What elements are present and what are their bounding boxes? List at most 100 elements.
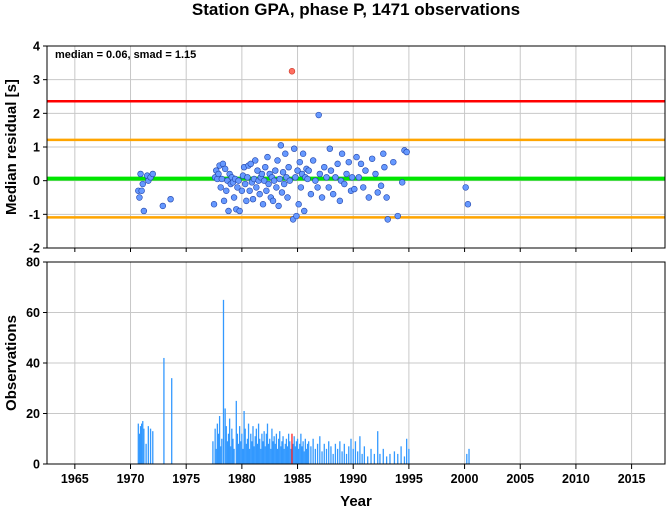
residual-point	[256, 190, 263, 198]
residual-point	[291, 145, 298, 152]
residual-point	[384, 216, 391, 223]
residual-point	[360, 184, 367, 191]
median-smad-annotation: median = 0.06, smad = 1.15	[55, 49, 196, 61]
residual-point	[394, 212, 401, 220]
x-tick-label: 2010	[562, 472, 590, 486]
residual-point	[236, 207, 243, 215]
x-tick-label: 1990	[339, 472, 367, 486]
residual-point	[249, 195, 257, 203]
residual-point	[380, 150, 387, 157]
residual-point	[259, 201, 267, 208]
residual-point	[336, 197, 344, 205]
residual-point	[282, 150, 289, 157]
residual-point	[362, 167, 369, 174]
residual-point	[343, 170, 350, 178]
residual-point	[253, 184, 260, 191]
residual-point	[167, 195, 174, 203]
y-tick-label: -1	[29, 208, 40, 222]
residual-point	[140, 207, 148, 215]
residual-point	[137, 170, 144, 178]
residual-point	[258, 170, 266, 178]
residual-points	[135, 68, 472, 223]
residual-point	[338, 150, 346, 157]
x-tick-label: 2005	[506, 472, 534, 486]
residual-y-axis-label: Median residual [s]	[3, 79, 20, 215]
residual-point	[294, 167, 301, 174]
residual-point	[383, 194, 390, 201]
residual-point	[315, 111, 322, 119]
residual-point	[301, 207, 308, 215]
residual-point	[235, 177, 242, 184]
residual-point	[462, 184, 469, 191]
residual-point	[327, 167, 335, 174]
residual-point	[312, 177, 319, 184]
y-tick-label: 60	[26, 306, 40, 320]
residual-panel: -2 -1 0 1 2 3 4 median = 0.06, smad = 1.15 Med…	[3, 40, 666, 256]
residual-point	[223, 187, 230, 194]
residual-point	[325, 184, 332, 191]
residual-x-ticks	[74, 248, 633, 252]
outlier-point	[288, 68, 296, 75]
residual-point	[316, 170, 324, 178]
residual-point	[244, 174, 251, 181]
residual-point	[274, 157, 281, 164]
residual-point	[296, 158, 303, 166]
residual-point	[357, 160, 365, 168]
residual-point	[225, 207, 232, 215]
residual-point	[263, 187, 270, 194]
observations-y-axis-label: Observations	[3, 315, 20, 411]
residual-point	[218, 175, 226, 183]
residual-point	[272, 167, 279, 174]
residual-point	[381, 164, 388, 171]
y-tick-label: 20	[26, 407, 40, 421]
residual-point	[353, 153, 360, 161]
residual-point	[246, 187, 253, 194]
residual-point	[278, 189, 286, 196]
residual-point	[215, 170, 222, 178]
x-tick-label: 2015	[618, 472, 646, 486]
residual-y-ticks: -2 -1 0 1 2 3 4	[29, 40, 47, 256]
x-tick-label: 1965	[61, 472, 89, 486]
residual-point	[295, 201, 302, 208]
residual-point	[318, 194, 326, 201]
residual-point	[210, 201, 218, 208]
residual-point	[159, 202, 167, 210]
residual-point	[264, 153, 271, 161]
residual-point	[341, 180, 348, 188]
residual-point	[136, 194, 143, 201]
residual-point	[368, 155, 376, 162]
x-tick-label: 1985	[284, 472, 312, 486]
residual-point	[403, 148, 410, 156]
y-tick-label: 4	[33, 40, 40, 54]
residual-point	[262, 164, 269, 171]
residual-point	[275, 202, 282, 210]
residual-point	[277, 142, 285, 149]
residual-point	[292, 174, 299, 181]
residual-point	[260, 177, 268, 184]
residual-point	[238, 187, 246, 194]
residual-point	[307, 190, 315, 198]
residual-point	[321, 164, 328, 171]
residual-point	[139, 180, 146, 188]
year-x-axis-label: Year	[340, 493, 372, 510]
residual-point	[279, 169, 287, 176]
residual-point	[334, 160, 341, 168]
residual-point	[276, 175, 283, 183]
residual-point	[217, 184, 224, 191]
residual-point	[234, 184, 241, 191]
residual-point	[286, 177, 293, 184]
residual-point	[221, 165, 229, 173]
residual-point	[372, 170, 379, 178]
x-tick-label: 1970	[117, 472, 145, 486]
residual-point	[326, 145, 334, 152]
residual-point	[280, 180, 288, 188]
residual-point	[254, 167, 261, 174]
y-tick-label: 0	[33, 174, 40, 188]
residual-point	[348, 174, 356, 181]
residual-point	[390, 158, 397, 166]
year-x-ticks: 1965 1970 1975 1980 1985 1990 1995 2000 2005 2010…	[61, 464, 646, 486]
observations-panel: 0 20 40 60 80 1965 1970 1975 1980 1985 1990 1995 20…	[3, 256, 666, 510]
residual-point	[269, 197, 277, 205]
residual-point	[377, 182, 385, 189]
